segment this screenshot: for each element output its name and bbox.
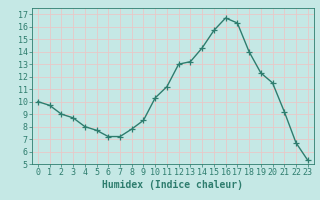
X-axis label: Humidex (Indice chaleur): Humidex (Indice chaleur) <box>102 180 243 190</box>
